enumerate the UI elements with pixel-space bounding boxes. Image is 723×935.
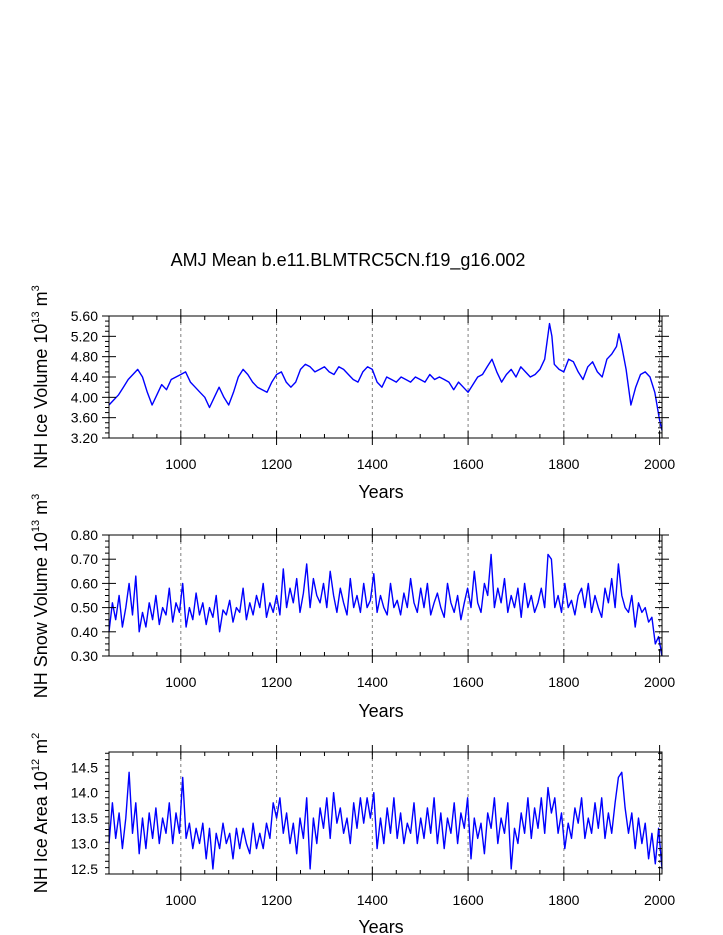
x-tick-label: 1600 [453, 456, 484, 472]
y-tick-label: 13.5 [71, 810, 98, 826]
x-tick-label: 1600 [453, 892, 484, 908]
x-tick-label: 2000 [644, 892, 675, 908]
y-axis-label: NH Ice Area 1012 m2 [30, 733, 51, 893]
data-line [108, 771, 663, 870]
y-tick-label: 12.5 [71, 861, 98, 877]
data-line [108, 322, 663, 431]
y-tick-label: 4.00 [71, 389, 98, 405]
y-tick-label: 4.80 [71, 349, 98, 365]
chart-title: AMJ Mean b.e11.BLMTRC5CN.f19_g16.002 [171, 250, 526, 271]
y-tick-label: 0.30 [71, 648, 98, 664]
x-tick-label: 1800 [548, 674, 579, 690]
x-tick-label: 1000 [165, 456, 196, 472]
plot-frame [108, 751, 663, 875]
y-tick-label: 0.40 [71, 624, 98, 640]
x-tick-label: 1800 [548, 456, 579, 472]
y-tick-label: 14.0 [71, 785, 98, 801]
panel-ice-volume: NH Ice Volume 1013 m3 Years 1000 1200 1400… [30, 285, 675, 502]
x-tick-label: 1800 [548, 892, 579, 908]
x-tick-label: 1400 [357, 456, 388, 472]
x-tick-label: 1400 [357, 674, 388, 690]
x-tick-label: 1600 [453, 674, 484, 690]
y-tick-label: 3.60 [71, 410, 98, 426]
x-axis-label: Years [358, 917, 403, 935]
x-tick-label: 1400 [357, 892, 388, 908]
y-tick-label: 0.80 [71, 527, 98, 543]
y-tick-label: 0.50 [71, 600, 98, 616]
x-axis-label: Years [358, 701, 403, 721]
y-tick-label: 5.20 [71, 328, 98, 344]
x-tick-label: 1000 [165, 892, 196, 908]
x-tick-label: 1200 [261, 456, 292, 472]
y-tick-label: 5.60 [71, 308, 98, 324]
y-tick-label: 14.5 [71, 759, 98, 775]
x-tick-label: 1200 [261, 674, 292, 690]
x-tick-label: 2000 [644, 674, 675, 690]
panel-ice-area: NH Ice Area 1012 m2 Years 1000 1200 1400 16… [30, 733, 675, 935]
y-axis-label: NH Ice Volume 1013 m3 [30, 285, 51, 468]
data-line [108, 553, 663, 657]
y-tick-label: 4.40 [71, 369, 98, 385]
x-axis-label: Years [358, 482, 403, 502]
y-tick-label: 13.0 [71, 836, 98, 852]
panel-snow-volume: NH Snow Volume 1013 m3 Years 1000 1200 140… [30, 494, 675, 721]
y-axis-label: NH Snow Volume 1013 m3 [30, 494, 51, 698]
x-tick-label: 1000 [165, 674, 196, 690]
x-tick-label: 2000 [644, 456, 675, 472]
y-tick-label: 0.60 [71, 575, 98, 591]
x-tick-label: 1200 [261, 892, 292, 908]
y-tick-label: 0.70 [71, 551, 98, 567]
y-tick-label: 3.20 [71, 430, 98, 446]
